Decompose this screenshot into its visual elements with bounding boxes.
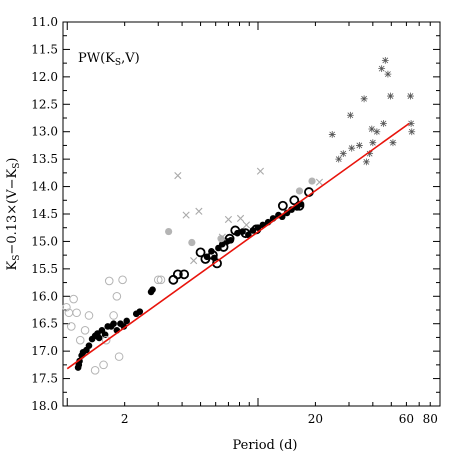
fit-line: [66, 122, 410, 370]
gray-cross-point: [182, 211, 190, 219]
y-tick-label: 16.0: [31, 289, 58, 303]
open-circle-point: [230, 225, 241, 236]
filled-circle-point: [85, 342, 93, 349]
x-axis-title: Period (d): [233, 438, 298, 453]
open-circle-point: [207, 250, 218, 261]
x-tick-label: 60: [399, 412, 414, 426]
y-tick-label: 15.0: [31, 234, 58, 248]
gray-open-circle-point: [72, 308, 81, 318]
gray-open-circle-point: [114, 352, 124, 361]
y-tick-label: 11.5: [31, 42, 58, 56]
axis-ticks: 11.0 11.5 12.0 12.5 13.0 13.5 14.0 14.5 15.0 15.5…: [31, 15, 441, 426]
open-circle-point: [224, 233, 235, 244]
star-point: [380, 120, 387, 127]
y-tick-label: 17.0: [31, 344, 58, 358]
star-point: [387, 92, 394, 100]
gray-cross-point: [236, 214, 245, 222]
star-point: [348, 144, 356, 152]
filled-circle-point: [120, 323, 128, 330]
filled-circle-point: [123, 317, 131, 325]
gray-open-circle-point: [118, 275, 127, 285]
filled-circle-point: [110, 320, 117, 328]
gray-cross-point: [195, 207, 203, 215]
gray-filled-circle-point: [295, 187, 304, 195]
star-point: [373, 128, 381, 136]
gray-filled-circle-point: [188, 238, 196, 247]
y-tick-label: 13.0: [31, 125, 58, 139]
star-point: [407, 120, 415, 127]
filled-circle-point: [136, 308, 144, 315]
gray-open-circle-point: [66, 322, 76, 331]
gray-open-circle-point: [101, 335, 111, 345]
gray-cross-point: [256, 167, 265, 175]
gray-open-circle-point: [112, 291, 122, 301]
filled-circle-point: [149, 286, 156, 294]
panel-label: PW(KS,V): [78, 51, 140, 68]
gray-cross-point: [218, 233, 226, 241]
gray-open-circle-point: [69, 294, 78, 304]
y-tick-label: 16.5: [31, 317, 58, 331]
star-point: [360, 95, 368, 103]
open-circle-point: [195, 247, 206, 258]
open-circle-point: [240, 228, 251, 239]
plot-frame: [62, 21, 441, 407]
gray-filled-circle-point: [308, 177, 316, 185]
open-circle-point: [277, 200, 288, 211]
gray-cross-point: [174, 172, 182, 180]
gray-open-circle-point: [62, 302, 71, 312]
gray-cross-point: [224, 215, 233, 224]
star-point: [339, 150, 347, 158]
gray-open-circle-point: [90, 366, 100, 375]
star-point: [384, 70, 392, 78]
gray-filled-circle-point: [165, 227, 173, 236]
star-point: [407, 92, 414, 100]
x-tick-label: 80: [423, 412, 438, 426]
star-point: [368, 125, 376, 133]
star-point: [328, 131, 336, 138]
star-point: [389, 139, 397, 147]
open-circle-point: [289, 195, 300, 206]
gray-cross-point: [190, 257, 198, 265]
open-circle-point: [200, 254, 211, 264]
star-point: [335, 155, 343, 163]
open-circle-point: [172, 269, 183, 280]
star-point: [378, 65, 386, 73]
y-tick-label: 18.0: [31, 399, 58, 413]
gray-cross-point: [315, 178, 324, 186]
gray-open-circle-point: [99, 360, 108, 370]
star-point: [381, 57, 389, 64]
gray-cross-point: [242, 221, 251, 229]
filled-circle-point: [95, 334, 103, 342]
gray-open-circle-point: [109, 311, 118, 320]
x-tick-label: 20: [308, 412, 323, 426]
star-point: [355, 142, 363, 149]
y-tick-label: 14.5: [31, 207, 58, 221]
filled-circle-point: [283, 209, 291, 217]
gray-open-circle-point: [104, 276, 114, 286]
gray-open-circle-point: [153, 275, 163, 285]
star-point: [366, 150, 374, 158]
y-tick-label: 14.0: [31, 180, 58, 194]
y-tick-label: 17.5: [31, 372, 58, 386]
gray-open-circle-point: [156, 275, 166, 285]
x-tick-label: 2: [121, 412, 129, 426]
star-point: [362, 158, 370, 166]
y-tick-label: 11.0: [31, 15, 58, 29]
gray-open-circle-point: [80, 325, 90, 335]
gray-open-circle-point: [75, 335, 85, 345]
star-point: [346, 111, 354, 119]
gray-open-circle-point: [84, 311, 94, 320]
filled-circle-point: [288, 206, 295, 213]
star-point: [369, 139, 377, 147]
y-tick-label: 12.5: [31, 97, 58, 111]
star-point: [408, 128, 416, 136]
open-circle-point: [218, 242, 229, 252]
open-circle-point: [179, 269, 190, 280]
y-tick-label: 13.5: [31, 152, 58, 166]
y-axis-title: KS−0.13×(V−KS): [5, 158, 22, 271]
y-tick-label: 15.5: [31, 262, 58, 276]
data-points: [62, 57, 416, 375]
y-tick-label: 12.0: [31, 70, 58, 84]
